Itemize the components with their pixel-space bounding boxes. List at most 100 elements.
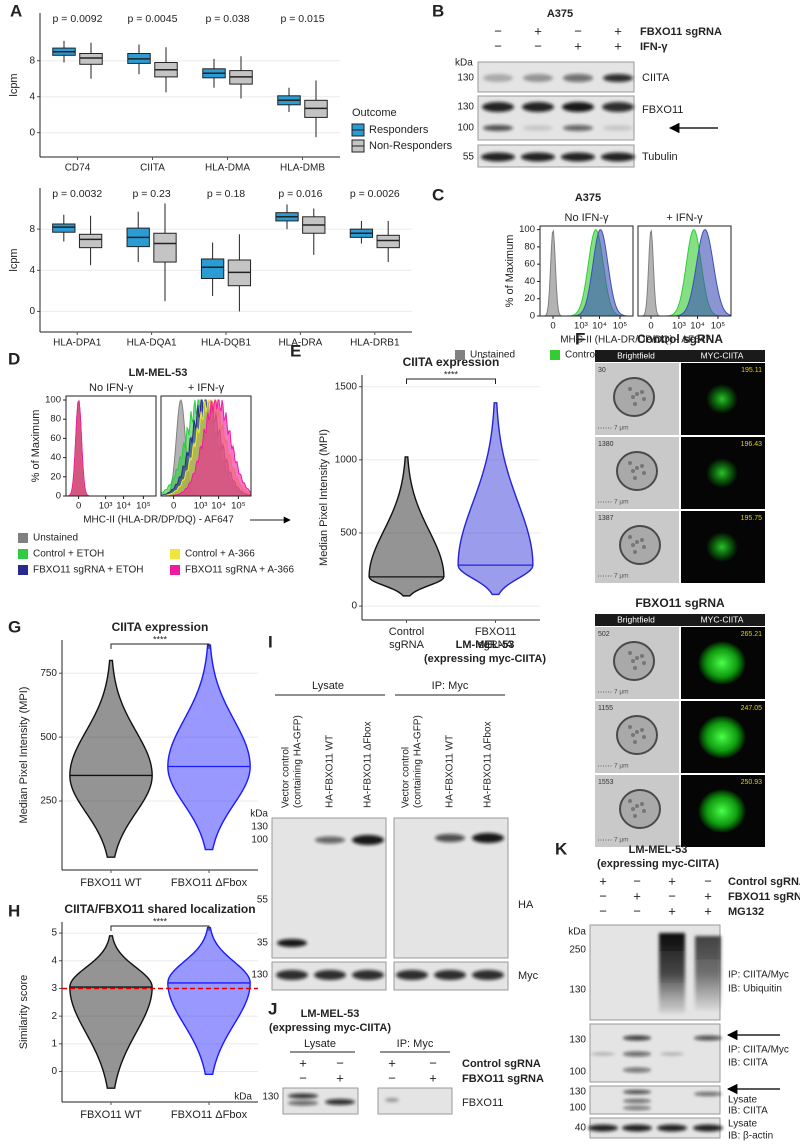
box — [52, 223, 76, 233]
band — [288, 1100, 318, 1106]
kda-marker: 100 — [569, 1067, 586, 1078]
condition-sign: + — [388, 1055, 396, 1070]
x-tick-label: FBXO11 ΔFbox — [171, 877, 248, 889]
cell-detail — [628, 725, 632, 729]
legend-label: Responders — [369, 124, 429, 136]
fluorescence — [698, 789, 746, 833]
cell-detail — [642, 397, 646, 401]
y-tick-label: 60 — [50, 433, 61, 444]
cell-detail — [642, 545, 646, 549]
x-tick-label: HLA-DQB1 — [201, 338, 251, 349]
lane-label: Vector control — [401, 747, 412, 808]
band — [563, 125, 593, 131]
p-value: p = 0.0032 — [52, 188, 102, 200]
p-value: p = 0.0092 — [53, 13, 103, 25]
y-tick-label: 4 — [51, 955, 57, 966]
blot-subtitle: (expressing myc-CIITA) — [424, 653, 546, 665]
x-tick-label: 10⁴ — [592, 321, 607, 332]
band — [562, 102, 594, 112]
scale-label: 7 µm — [614, 689, 629, 696]
scale-label: 7 µm — [614, 499, 629, 506]
legend-label: Control + A-366 — [185, 549, 255, 560]
x-tick-label: HLA-DMA — [205, 163, 250, 174]
panel-subtitle: + IFN-γ — [188, 382, 225, 394]
box — [78, 233, 103, 249]
kda-marker: 55 — [463, 152, 475, 163]
band — [622, 1124, 652, 1132]
cell-detail — [642, 809, 646, 813]
intensity: 265.21 — [741, 631, 763, 638]
x-tick-label: 0 — [648, 321, 653, 332]
box — [376, 234, 400, 249]
condition-sign: − — [633, 873, 641, 888]
panel-subtitle: + IFN-γ — [666, 212, 703, 224]
y-tick-label: 80 — [524, 241, 535, 252]
blot-title: LM-MEL-53 — [456, 639, 515, 651]
cell-detail — [628, 651, 632, 655]
kda-marker: 250 — [569, 945, 586, 956]
y-tick-label: 20 — [50, 471, 61, 482]
y-tick-label: 750 — [40, 668, 57, 679]
cell-detail — [640, 728, 644, 732]
histogram — [65, 399, 156, 497]
kda-marker: 130 — [262, 1092, 279, 1103]
x-tick-label: 10⁴ — [211, 501, 226, 512]
panel-subtitle: No IFN-γ — [89, 382, 134, 394]
band — [434, 970, 466, 980]
condition-sign: − — [668, 888, 676, 903]
axis-title: MHC-II (HLA-DR/DP/DQ) - AF647 — [560, 335, 711, 346]
panel-label: B — [432, 1, 444, 20]
cell-detail — [635, 540, 639, 544]
violin — [167, 644, 251, 851]
axis-title: lcpm — [8, 248, 20, 271]
band — [472, 833, 504, 843]
y-tick-label: 0 — [29, 306, 35, 317]
x-tick-label: HLA-DMB — [280, 163, 325, 174]
lane-label: HA-FBXO11 ΔFbox — [363, 721, 374, 808]
section-label: IP: Myc — [397, 1038, 434, 1050]
scale-label: 7 µm — [614, 573, 629, 580]
band — [481, 152, 515, 162]
cell-detail — [642, 661, 646, 665]
y-tick-label: 0 — [29, 127, 35, 138]
condition-sign: − — [429, 1055, 437, 1070]
header-bar — [595, 350, 765, 362]
cell-detail — [633, 666, 637, 670]
kda-marker: 130 — [251, 822, 268, 833]
blot-title: LM-MEL-53 — [301, 1008, 360, 1020]
significance: **** — [153, 634, 168, 644]
cell-detail — [628, 535, 632, 539]
legend-swatch — [455, 350, 465, 360]
lane-label: Vector control — [281, 747, 292, 808]
x-tick-label: CIITA — [140, 163, 165, 174]
plot-frame — [160, 395, 252, 497]
band — [561, 152, 595, 162]
scale-label: 7 µm — [614, 425, 629, 432]
blot-subtitle: (expressing myc-CIITA) — [597, 858, 719, 870]
condition-sign: + — [336, 1070, 344, 1085]
histogram — [160, 398, 252, 497]
cell-detail — [631, 469, 635, 473]
x-tick-label: HLA-DRA — [278, 338, 322, 349]
chart-title: CIITA expression — [112, 620, 209, 634]
y-tick-label: 100 — [45, 395, 61, 406]
band — [483, 125, 513, 131]
violin — [368, 456, 445, 597]
band — [657, 1124, 687, 1132]
axis-title: Median Pixel Intensity (MPI) — [318, 429, 330, 566]
kda-marker: 130 — [569, 1087, 586, 1098]
condition-sign: − — [494, 38, 502, 53]
y-tick-label: 0 — [530, 311, 535, 322]
panel-subtitle: No IFN-γ — [565, 212, 610, 224]
y-tick-label: 4 — [29, 265, 35, 276]
y-tick-label: 8 — [29, 55, 35, 66]
panel-label: K — [555, 839, 568, 858]
cell-detail — [628, 461, 632, 465]
kda-marker: 100 — [251, 835, 268, 846]
p-value: p = 0.18 — [207, 188, 245, 200]
panel-title: A375 — [575, 192, 601, 204]
x-tick-label: FBXO11 WT — [80, 877, 142, 889]
blot-title: LM-MEL-53 — [629, 844, 688, 856]
blot-label: Myc — [518, 970, 539, 982]
scale-label: 7 µm — [614, 837, 629, 844]
